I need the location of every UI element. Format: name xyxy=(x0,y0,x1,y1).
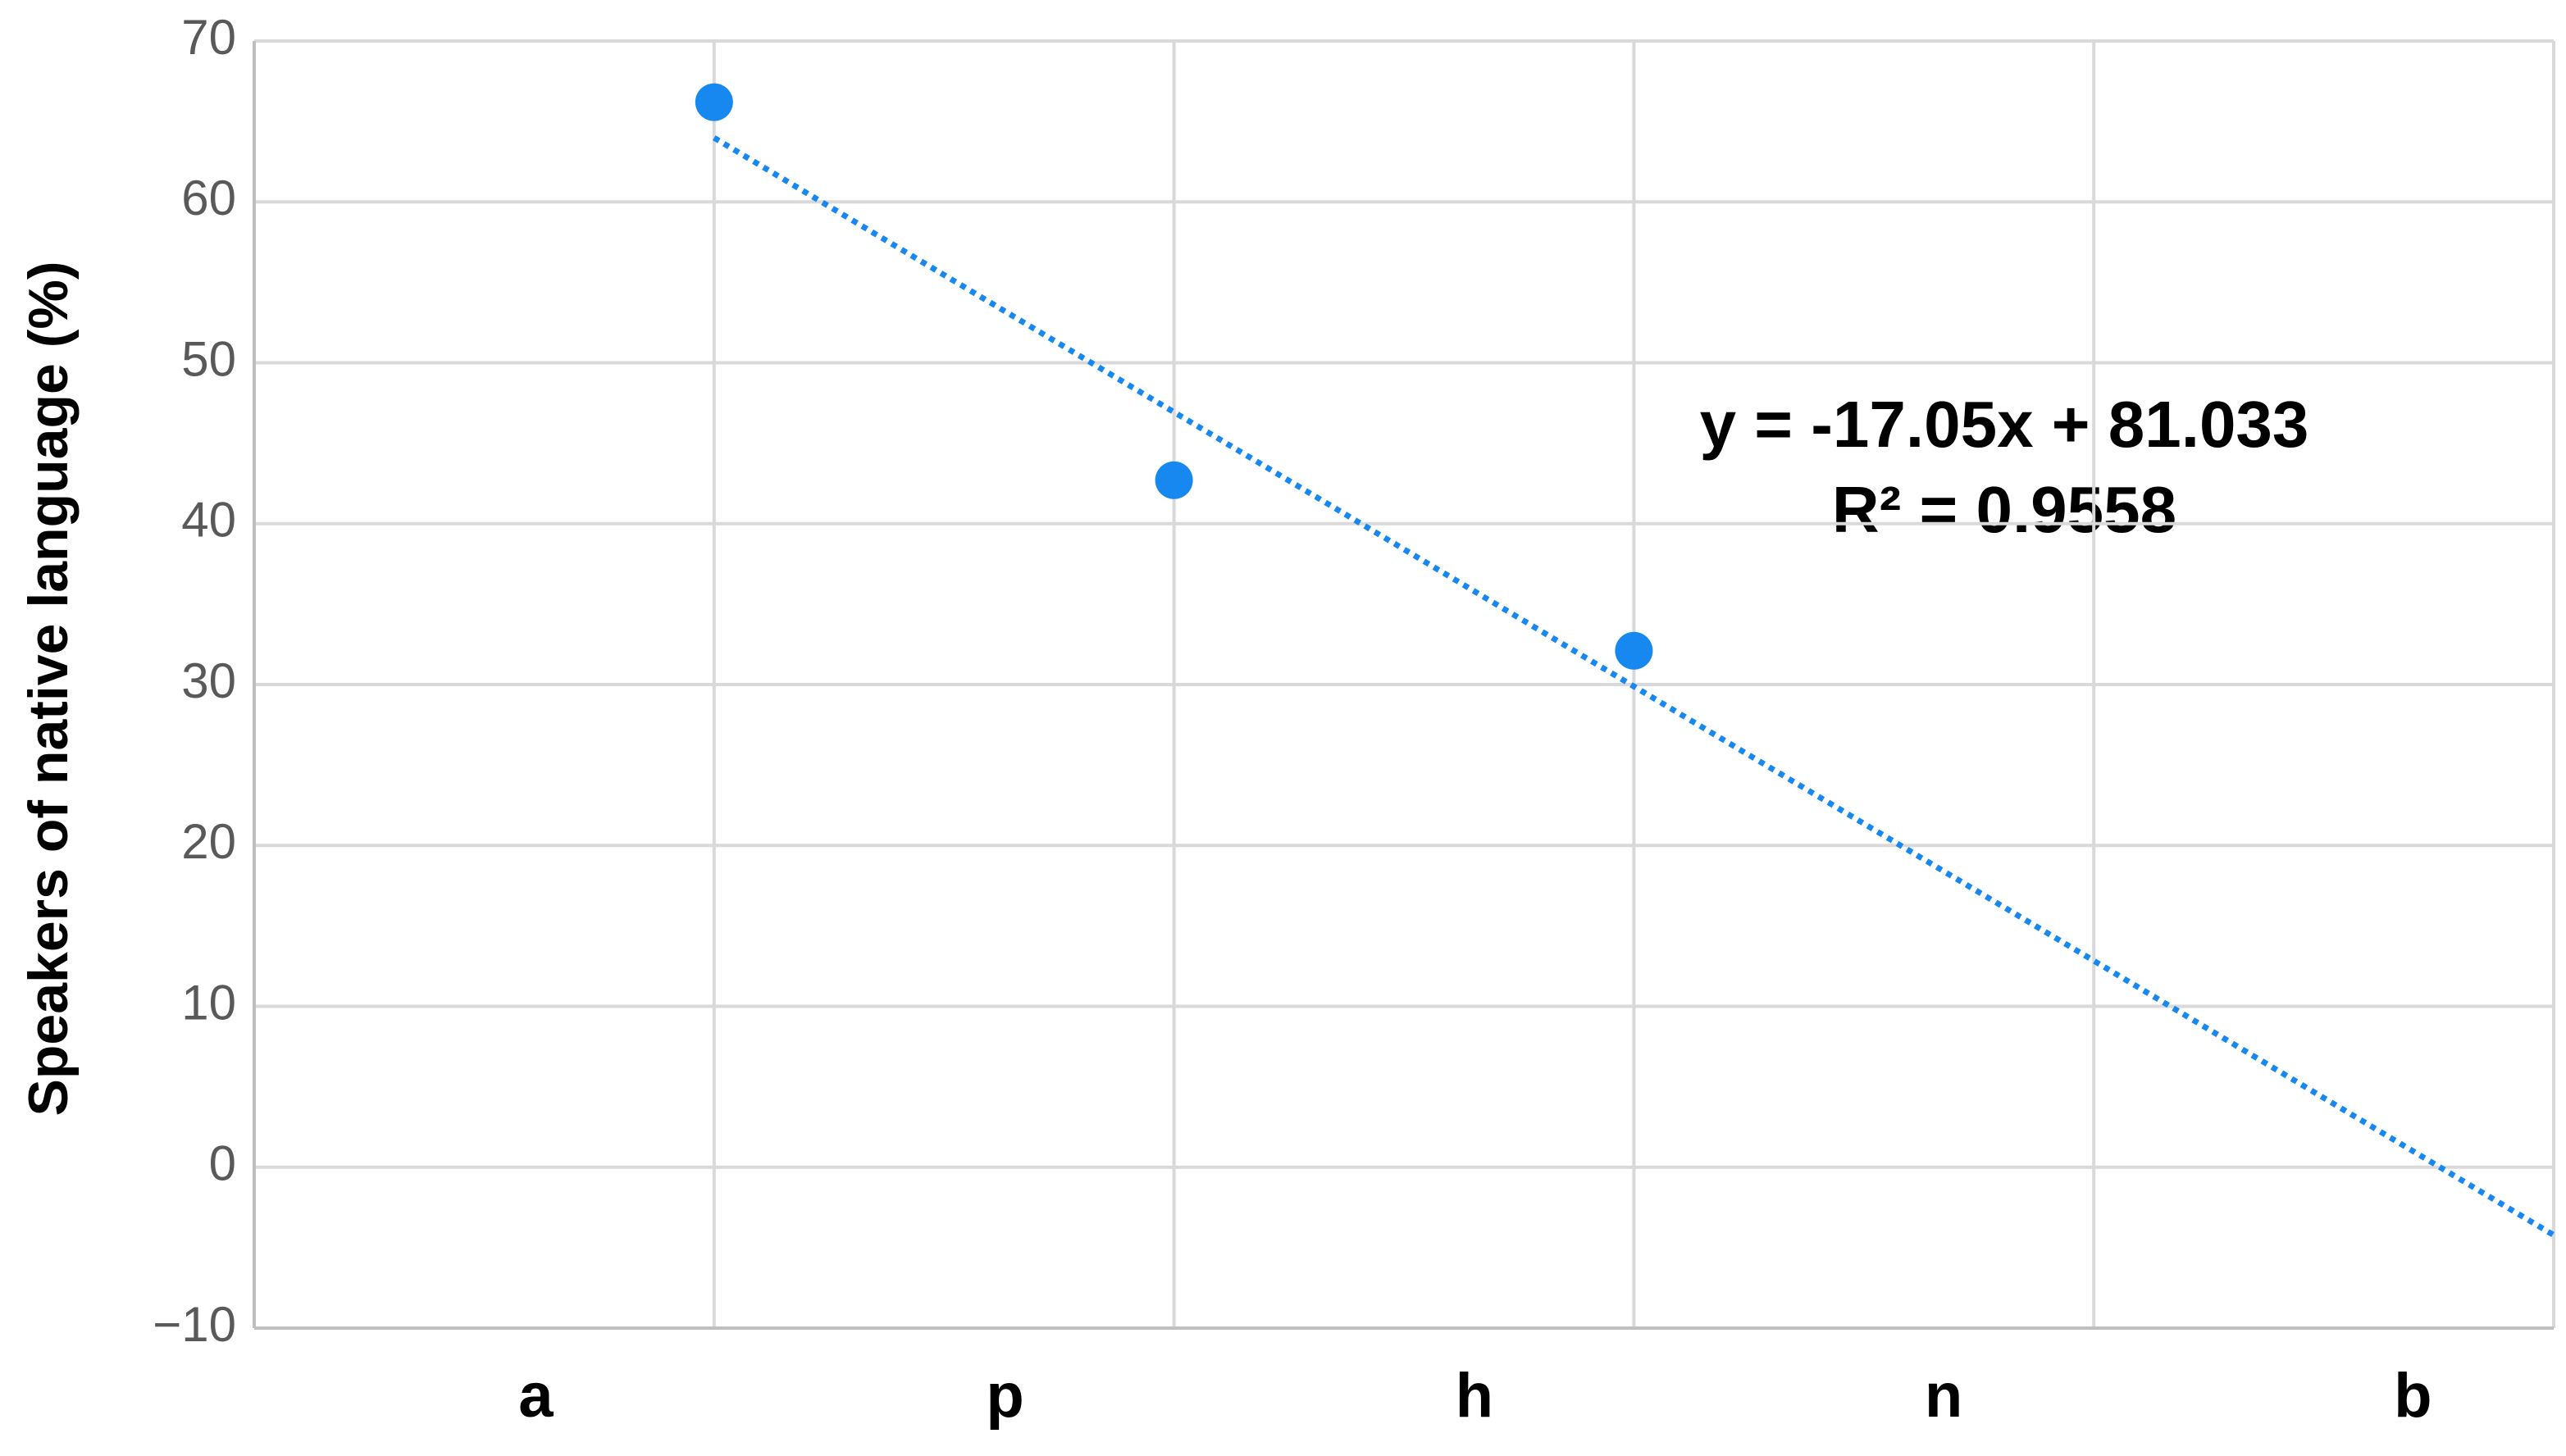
x-category-label: a xyxy=(518,1361,554,1431)
y-axis-title: Speakers of native language (%) xyxy=(17,262,80,1117)
y-tick-label: 30 xyxy=(181,653,236,708)
x-category-label: b xyxy=(2394,1361,2432,1431)
y-tick-label: 10 xyxy=(181,975,236,1030)
y-tick-label: 50 xyxy=(181,331,236,386)
point xyxy=(1615,631,1653,670)
y-tick-label: −10 xyxy=(153,1297,236,1352)
x-category-label: n xyxy=(1925,1361,1962,1431)
y-tick-label: 70 xyxy=(181,10,236,65)
y-tick-label: 0 xyxy=(209,1136,236,1191)
y-tick-label: 60 xyxy=(181,171,236,225)
x-category-label: p xyxy=(986,1361,1023,1431)
x-category-label: h xyxy=(1456,1361,1493,1431)
trend-r2: R² = 0.9558 xyxy=(1832,473,2176,546)
y-tick-label: 40 xyxy=(181,493,236,548)
y-tick-label: 20 xyxy=(181,814,236,869)
point xyxy=(1155,461,1193,499)
trend-equation: y = -17.05x + 81.033 xyxy=(1700,388,2309,461)
point xyxy=(695,83,733,121)
trendline xyxy=(713,135,2555,1238)
